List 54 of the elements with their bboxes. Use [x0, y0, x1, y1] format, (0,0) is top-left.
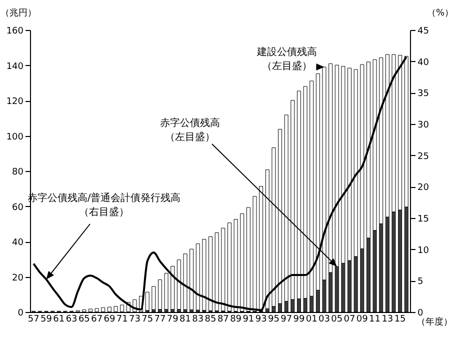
y2-axis-title: （%） — [426, 8, 453, 18]
x-tick-label: 81 — [180, 314, 191, 324]
y-tick-label: 0 — [18, 308, 24, 318]
x-tick-label: 95 — [268, 314, 280, 324]
x-tick-label: 73 — [128, 314, 140, 324]
x-tick-label: 05 — [331, 314, 343, 324]
y-tick-label: 100 — [6, 132, 24, 142]
x-tick-label: 69 — [104, 314, 116, 324]
x-tick-label: 67 — [91, 314, 103, 324]
y2-tick-label: 25 — [418, 152, 429, 162]
y-tick-label: 20 — [12, 273, 24, 284]
y2-tick-label: 15 — [418, 214, 429, 224]
y-tick-label: 80 — [12, 168, 24, 178]
y-tick-label: 140 — [6, 62, 24, 72]
x-tick-label: 99 — [293, 314, 305, 324]
x-tick-label: 85 — [204, 314, 216, 324]
annotation: 赤字公債残高（左目盛） — [160, 117, 220, 143]
x-tick-label: 91 — [242, 314, 254, 324]
x-tick-label: 09 — [356, 314, 368, 324]
x-tick-label: 15 — [394, 314, 406, 324]
y2-tick-label: 30 — [418, 120, 430, 130]
x-tick-label: 97 — [280, 314, 292, 324]
x-tick-label: 77 — [154, 314, 166, 324]
x-tick-label: 79 — [166, 314, 179, 324]
y2-tick-label: 40 — [418, 58, 430, 68]
y-tick-label: 120 — [6, 97, 24, 107]
x-tick-label: 57 — [28, 314, 40, 324]
x-tick-label: 01 — [306, 314, 318, 324]
y-axis-title: （兆円） — [0, 8, 36, 18]
x-tick-label: 71 — [116, 314, 128, 324]
y2-tick-label: 0 — [418, 308, 424, 318]
annotation: 建設公債残高（左目盛） — [256, 46, 317, 72]
x-tick-label: 13 — [382, 314, 394, 324]
x-tick-label: 63 — [66, 314, 78, 324]
x-tick-label: 75 — [142, 314, 154, 324]
y2-tick-label: 20 — [418, 183, 430, 194]
y-tick-label: 40 — [12, 238, 24, 248]
x-tick-label: 93 — [255, 314, 267, 324]
y2-tick-label: 10 — [418, 246, 430, 256]
x-tick-label: 07 — [344, 314, 356, 324]
x-tick-label: 89 — [230, 314, 242, 324]
x-tick-label: 65 — [78, 314, 90, 324]
y2-tick-label: 45 — [418, 26, 429, 36]
x-tick-label: 61 — [53, 314, 65, 324]
y2-tick-label: 5 — [418, 277, 424, 288]
y2-tick-label: 35 — [418, 89, 429, 100]
y-tick-label: 160 — [6, 26, 24, 36]
x-tick-label: 11 — [369, 314, 381, 324]
x-tick-label: 87 — [217, 314, 229, 324]
x-tick-label: 03 — [318, 314, 330, 324]
x-axis-title: （年度） — [416, 316, 452, 328]
y-tick-label: 60 — [12, 202, 24, 213]
x-tick-label: 83 — [192, 314, 204, 324]
x-tick-label: 59 — [40, 314, 52, 324]
